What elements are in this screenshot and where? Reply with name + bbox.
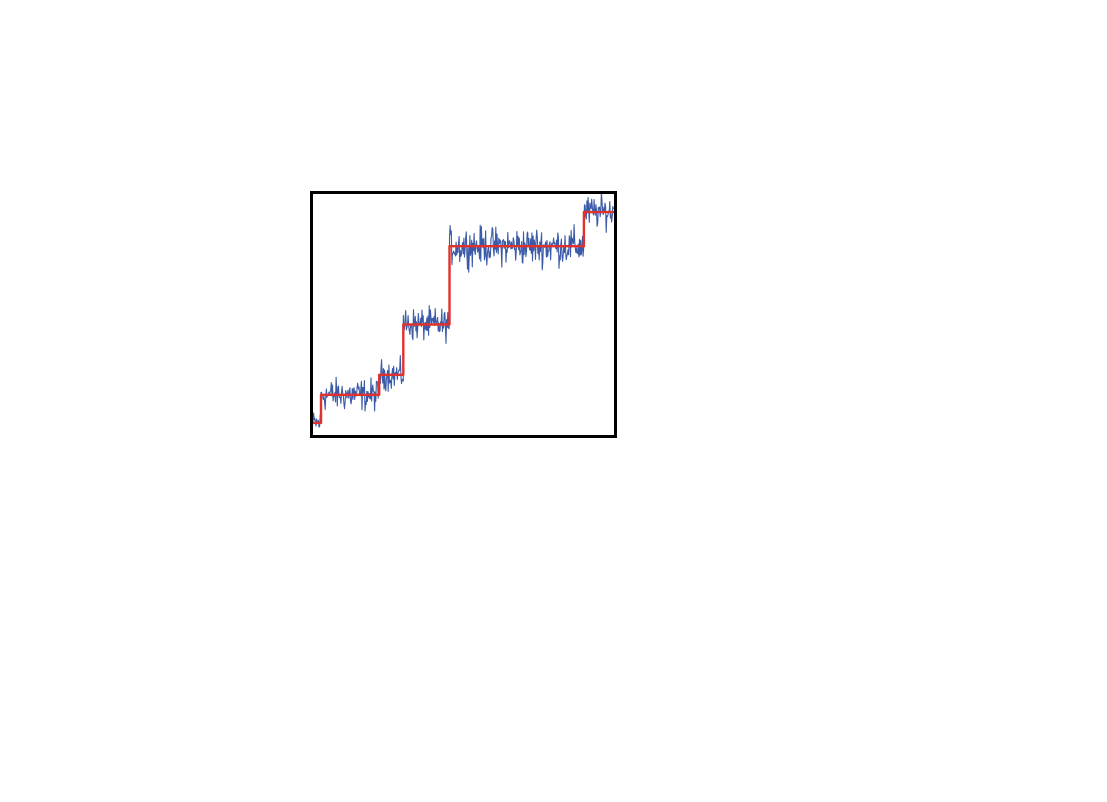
step-fit-line (313, 210, 614, 425)
noisy-trace-line (313, 194, 614, 428)
plot-border (310, 191, 617, 438)
chart-frame (310, 191, 617, 438)
step-chart (310, 191, 617, 438)
